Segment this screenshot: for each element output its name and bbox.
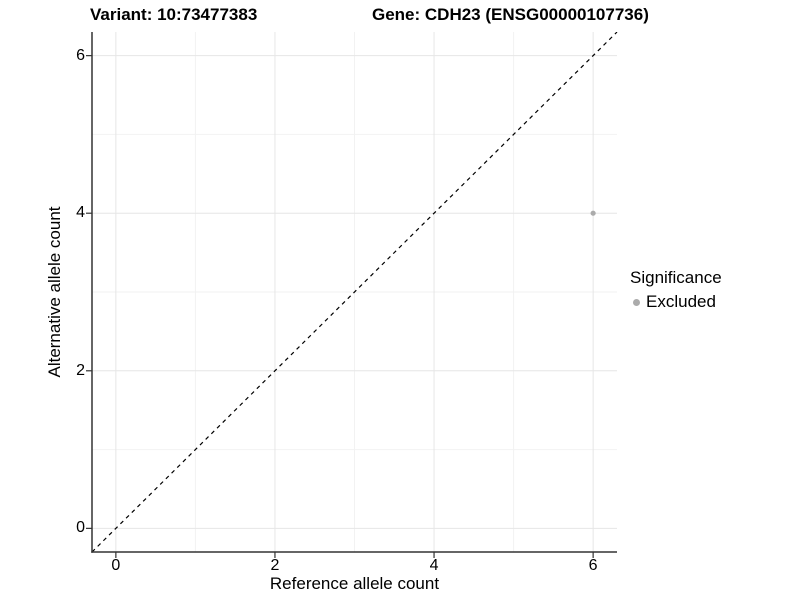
legend-item-label: Excluded bbox=[646, 292, 716, 311]
data-point bbox=[590, 210, 596, 216]
legend-item-excluded: Excluded bbox=[633, 292, 722, 312]
y-tick-label: 2 bbox=[76, 361, 85, 379]
x-tick-label: 4 bbox=[429, 557, 439, 574]
y-tick-label: 6 bbox=[76, 46, 85, 64]
x-tick-label: 2 bbox=[270, 557, 280, 574]
plot-title-gene: Gene: CDH23 (ENSG00000107736) bbox=[372, 5, 649, 24]
y-axis-title: Alternative allele count bbox=[45, 206, 64, 378]
legend: Significance Excluded bbox=[630, 268, 722, 312]
x-tick-label: 6 bbox=[588, 557, 598, 574]
legend-point-icon bbox=[633, 298, 640, 306]
y-tick-label: 0 bbox=[76, 519, 85, 537]
legend-title: Significance bbox=[630, 268, 722, 287]
plot-panel bbox=[86, 32, 618, 558]
y-tick-label: 4 bbox=[76, 204, 85, 222]
x-axis-title: Reference allele count bbox=[269, 574, 440, 593]
identity-line bbox=[91, 32, 618, 553]
plot-title-variant: Variant: 10:73477383 bbox=[90, 5, 258, 24]
x-tick-label: 0 bbox=[111, 557, 121, 574]
